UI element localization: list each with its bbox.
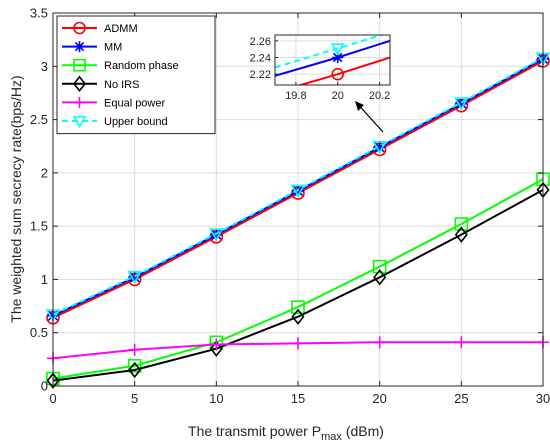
legend-label: MM <box>104 42 122 54</box>
inset-data-point-marker <box>332 52 344 63</box>
x-tick-label: 10 <box>209 391 223 406</box>
data-point-marker <box>128 271 141 284</box>
x-axis-label-unit: (dBm) <box>346 423 384 439</box>
inset-series-upper-bound <box>275 35 386 69</box>
legend-entry: Random phase <box>62 58 179 72</box>
y-tick-label: 0.5 <box>30 325 48 340</box>
x-tick-label: 30 <box>536 391 550 406</box>
y-tick-label: 0 <box>41 379 48 394</box>
y-tick-label: 3.5 <box>30 6 48 21</box>
data-point-marker <box>128 361 142 379</box>
inset-x-tick-label: 19.8 <box>285 90 306 102</box>
data-point-marker <box>46 372 60 389</box>
inset-x-tick-label: 20.2 <box>369 90 390 102</box>
y-tick-label: 2.5 <box>30 112 48 127</box>
inset-series-mm <box>275 39 390 77</box>
legend-label: Equal power <box>104 97 165 109</box>
arrow-head <box>355 101 364 111</box>
zoom-inset: 19.8 20 20.2 2.22 2.24 2.26 <box>250 34 391 102</box>
legend-marker <box>74 96 85 108</box>
data-point-marker <box>128 343 141 356</box>
x-tick-label: 20 <box>372 391 386 406</box>
data-point-marker <box>455 97 468 110</box>
legend-marker <box>74 41 85 53</box>
data-point-marker <box>127 358 142 373</box>
inset-x-tick-label: 20 <box>332 90 344 102</box>
zoom-arrow <box>355 101 384 133</box>
y-axis-label: The weighted sum secrecy rate(bps/Hz) <box>8 75 24 322</box>
legend-entry: MM <box>62 41 122 54</box>
data-point-marker <box>455 336 468 349</box>
inset-frame <box>274 34 391 86</box>
data-point-marker <box>454 226 468 243</box>
inset-data-point-marker <box>330 43 345 56</box>
tick-labels: 0 5 10 15 20 25 30 0 0.5 1 1.5 2 2.5 3 3.5 <box>30 6 550 407</box>
legend-box <box>56 15 216 135</box>
inset-series-line <box>297 56 390 85</box>
legend-entry: No IRS <box>62 75 139 92</box>
y-tick-label: 3 <box>41 59 48 74</box>
data-point-marker <box>291 300 305 314</box>
x-axis-label: The transmit power Pmax (dBm) <box>188 423 384 443</box>
inset-series-admm <box>297 56 390 85</box>
data-point-marker <box>291 308 305 325</box>
inset-series-line <box>275 35 386 69</box>
legend-entry: Upper bound <box>62 116 168 129</box>
inset-y-tick-label: 2.22 <box>250 69 271 81</box>
data-point-marker <box>290 184 306 198</box>
legend-label: No IRS <box>104 79 139 91</box>
inset-y-tick-label: 2.24 <box>250 53 271 65</box>
series-line <box>52 189 544 382</box>
legend-marker <box>73 21 86 35</box>
inset-data-point-marker <box>331 67 345 81</box>
x-axis-label-subscript: max <box>321 431 342 443</box>
inset-plot-area <box>275 35 390 85</box>
x-tick-label: 0 <box>49 391 56 406</box>
series-lines <box>45 52 550 389</box>
data-point-marker <box>453 97 469 111</box>
x-tick-label: 5 <box>131 391 138 406</box>
series-line <box>52 56 544 316</box>
x-tick-label: 15 <box>291 391 305 406</box>
legend: ADMM MM Random phase No IRS Equal power Upper… <box>56 15 216 135</box>
data-point-marker <box>373 336 386 349</box>
data-point-marker <box>210 338 223 351</box>
data-point-marker <box>372 259 387 274</box>
x-tick-label: 25 <box>454 391 468 406</box>
data-point-marker <box>292 337 304 350</box>
arrow-shaft <box>358 105 384 133</box>
inset-y-tick-label: 2.26 <box>250 36 271 48</box>
legend-label: Random phase <box>104 60 179 72</box>
series-line <box>52 178 544 380</box>
y-tick-label: 2 <box>41 165 48 180</box>
data-point-marker <box>209 340 223 357</box>
data-point-marker <box>208 228 224 242</box>
legend-label: Upper bound <box>104 116 168 128</box>
data-point-marker <box>127 270 143 284</box>
legend-entry: ADMM <box>62 21 138 35</box>
data-point-marker <box>373 269 387 286</box>
legend-marker <box>73 58 86 72</box>
legend-marker <box>72 116 87 129</box>
x-axis-label-main: The transmit power P <box>188 423 321 439</box>
legend-marker <box>72 75 87 92</box>
y-tick-label: 1.5 <box>30 219 48 234</box>
data-point-marker <box>373 141 386 154</box>
y-tick-label: 1 <box>41 272 48 287</box>
data-point-marker <box>372 140 388 154</box>
legend-label: ADMM <box>104 23 138 35</box>
data-point-marker <box>454 217 469 231</box>
legend-entry: Equal power <box>62 96 165 109</box>
